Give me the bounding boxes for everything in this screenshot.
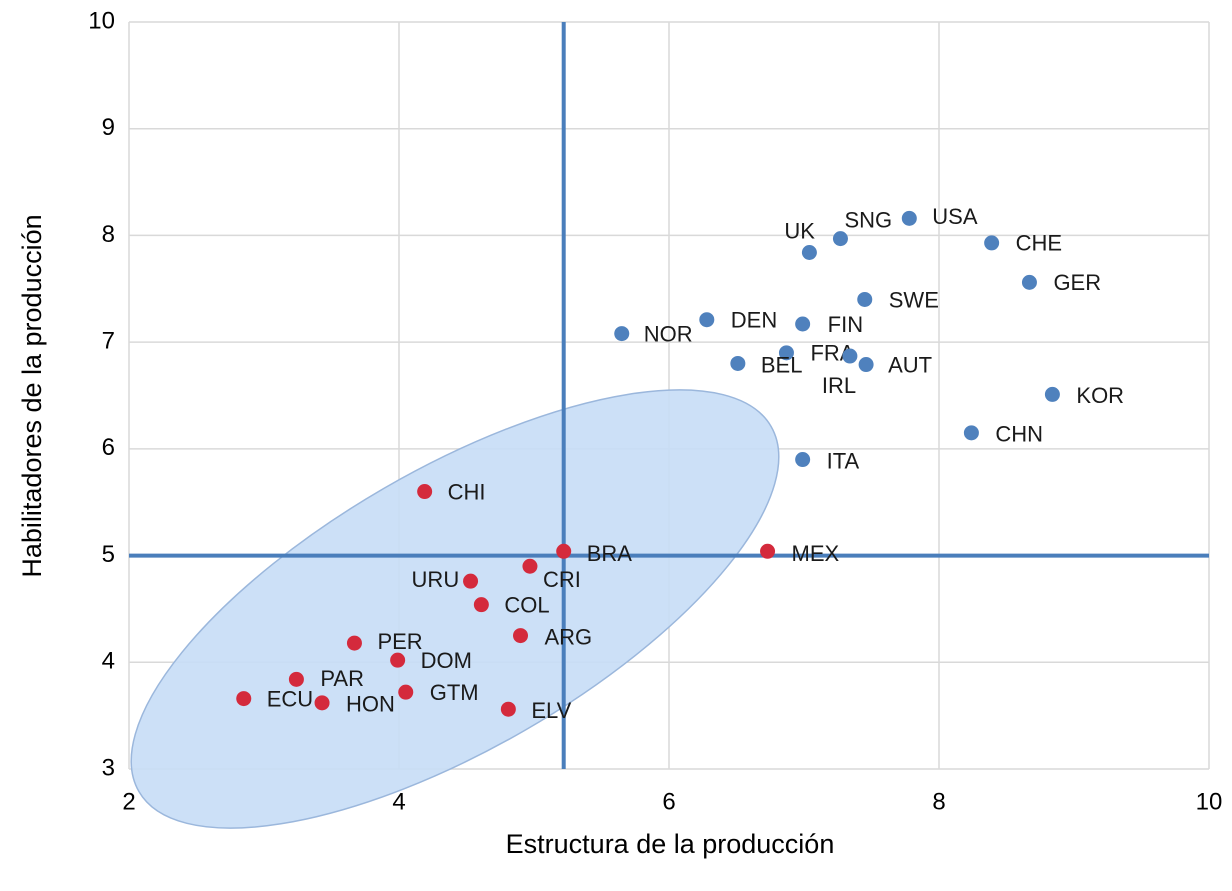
point-label: ECU	[267, 686, 313, 711]
point-label: COL	[504, 592, 549, 617]
x-tick-label: 4	[392, 788, 405, 815]
data-point	[778, 345, 794, 361]
y-axis-title: Habilitadores de la producción	[17, 214, 47, 577]
data-point	[346, 635, 362, 651]
x-tick-label: 6	[662, 788, 675, 815]
data-point	[473, 597, 489, 613]
x-axis-title: Estructura de la producción	[506, 829, 835, 859]
point-label: CHN	[995, 422, 1043, 447]
y-tick-label: 6	[102, 434, 115, 461]
data-point	[858, 357, 874, 373]
data-point	[398, 684, 414, 700]
data-point	[614, 326, 630, 342]
y-tick-label: 7	[102, 327, 115, 354]
point-label: HON	[346, 692, 395, 717]
point-label: MEX	[792, 541, 840, 566]
data-point	[288, 671, 304, 687]
point-label: CRI	[543, 567, 581, 592]
point-label: BRA	[587, 541, 633, 566]
y-tick-label: 10	[88, 7, 115, 34]
data-point	[417, 484, 433, 500]
data-point	[901, 210, 917, 226]
y-tick-label: 4	[102, 648, 115, 675]
point-label: USA	[932, 204, 978, 229]
data-point	[1044, 386, 1060, 402]
y-tick-label: 9	[102, 114, 115, 141]
point-label: BEL	[761, 352, 803, 377]
data-point	[500, 701, 516, 717]
point-label: SNG	[844, 207, 892, 232]
point-label: ITA	[827, 448, 860, 473]
data-point	[314, 695, 330, 711]
data-point	[390, 652, 406, 668]
data-point	[801, 245, 817, 261]
y-tick-label: 8	[102, 221, 115, 248]
point-label: IRL	[822, 373, 856, 398]
data-point	[857, 291, 873, 307]
data-point	[832, 231, 848, 247]
point-label: DEN	[731, 308, 777, 333]
data-point	[556, 543, 572, 559]
point-label: AUT	[888, 352, 932, 377]
data-point	[699, 312, 715, 328]
x-tick-label: 8	[932, 788, 945, 815]
y-tick-label: 5	[102, 541, 115, 568]
data-point	[842, 348, 858, 364]
point-label: PER	[377, 629, 422, 654]
data-point	[1021, 274, 1037, 290]
point-label: FIN	[828, 312, 863, 337]
point-label: ELV	[531, 698, 571, 723]
point-label: GTM	[430, 680, 479, 705]
x-tick-label: 2	[122, 788, 135, 815]
point-label: GER	[1053, 270, 1101, 295]
data-point	[963, 425, 979, 441]
data-point	[730, 355, 746, 371]
point-label: URU	[412, 567, 460, 592]
data-point	[513, 628, 528, 644]
point-label: PAR	[320, 666, 364, 691]
y-tick-label: 3	[102, 754, 115, 781]
point-label: ARG	[545, 624, 593, 649]
data-point	[760, 543, 776, 559]
point-label: CHI	[448, 479, 486, 504]
data-point	[984, 235, 1000, 251]
point-label: KOR	[1076, 383, 1124, 408]
point-label: CHE	[1016, 231, 1062, 256]
data-point	[795, 452, 811, 468]
x-tick-label: 10	[1196, 788, 1223, 815]
point-label: SWE	[889, 287, 939, 312]
data-point	[522, 558, 538, 574]
point-label: UK	[784, 218, 815, 243]
data-point	[795, 316, 811, 332]
point-label: NOR	[644, 321, 693, 346]
data-point	[236, 691, 252, 707]
point-label: DOM	[421, 648, 472, 673]
data-point	[463, 573, 479, 589]
cluster-ellipse	[130, 389, 780, 829]
